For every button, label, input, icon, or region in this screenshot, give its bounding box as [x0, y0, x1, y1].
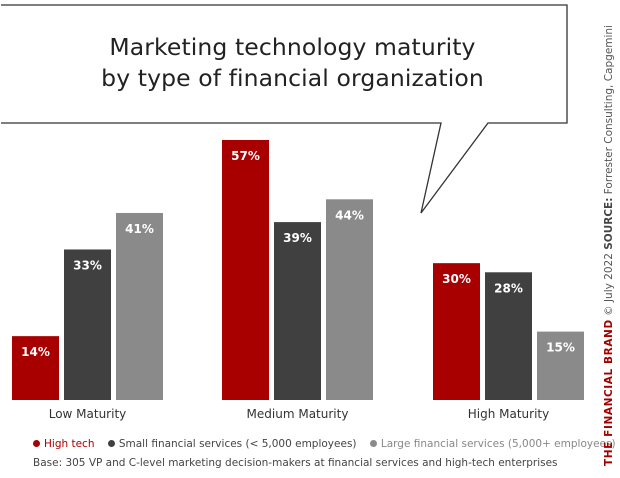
bar-high-maturity-large-2 [537, 331, 584, 400]
source-label: SOURCE: [603, 197, 615, 250]
brand-logo-text: THE FINANCIAL BRAND [603, 319, 615, 466]
speech-bubble [1, 4, 568, 214]
bar-high-maturity-high-0 [433, 263, 480, 400]
bar-low-maturity-high-0 [12, 336, 59, 400]
bar-medium-maturity-high-0 [222, 140, 269, 400]
bar-value-label: 39% [283, 231, 312, 245]
chart-title-line-2: by type of financial organization [101, 64, 484, 92]
legend-item-large-financial: Large financial services (5,000+ employe… [369, 438, 616, 450]
bar-value-label: 15% [546, 341, 575, 355]
source-text: Forrester Consulting, Capgemini [603, 25, 615, 195]
category-labels: Low Maturity Medium Maturity High Maturity [49, 407, 550, 421]
legend: High tech Small financial services (< 5,… [33, 438, 620, 454]
legend-label: Large financial services (5,000+ employe… [380, 438, 616, 450]
bar-high-maturity-small-1 [485, 272, 532, 400]
side-credit: THE FINANCIAL BRAND © July 2022 SOURCE: … [603, 6, 617, 466]
bar-medium-maturity-large-2 [326, 199, 373, 400]
bar-value-label: 14% [21, 345, 50, 359]
credit-date: © July 2022 [603, 253, 615, 316]
bar-value-label: 44% [335, 208, 364, 222]
bar-value-label: 28% [494, 281, 523, 295]
legend-swatch [369, 440, 377, 447]
category-label-medium-maturity: Medium Maturity [247, 407, 349, 421]
bar-value-label: 57% [231, 149, 260, 163]
bar-low-maturity-large-2 [116, 212, 163, 400]
base-footnote: Base: 305 VP and C-level marketing decis… [33, 457, 558, 469]
legend-label: Small financial services (< 5,000 employ… [118, 438, 357, 450]
legend-item-high-tech: High tech [33, 438, 94, 450]
bar-value-label: 30% [442, 272, 471, 286]
bar-value-label: 33% [73, 258, 102, 272]
bar-low-maturity-small-1 [64, 249, 111, 400]
category-label-high-maturity: High Maturity [468, 407, 550, 421]
legend-swatch [33, 440, 40, 447]
chart-title-line-1: Marketing technology maturity [109, 33, 476, 61]
bar-value-label: 41% [125, 222, 154, 236]
legend-label: High tech [44, 438, 95, 450]
bar-medium-maturity-small-1 [274, 222, 321, 400]
legend-item-small-financial: Small financial services (< 5,000 employ… [107, 438, 357, 450]
category-label-low-maturity: Low Maturity [49, 407, 127, 421]
legend-swatch [107, 440, 115, 447]
bars-layer: 14% 33% 41% 57% 39% 44% 30% 28% 15% [12, 140, 584, 400]
